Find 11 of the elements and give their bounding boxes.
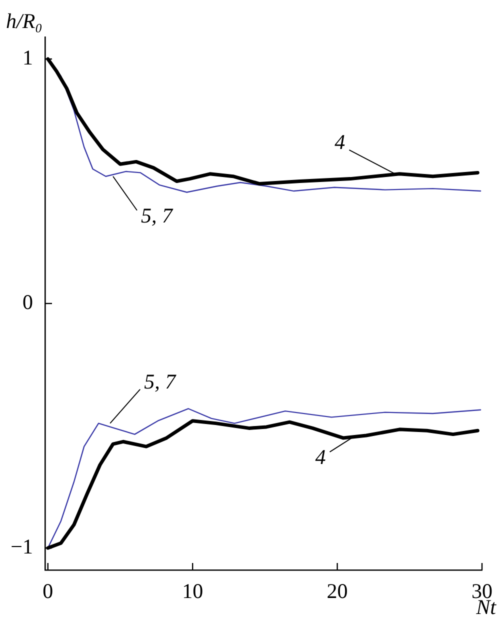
y-tick-label: −1	[10, 534, 33, 559]
x-tick-label: 20	[326, 579, 348, 604]
x-tick-label: 0	[42, 579, 54, 604]
annotation: 4	[315, 444, 326, 469]
y-tick-label: 0	[22, 290, 33, 314]
y-axis-title: h/R₀	[6, 9, 42, 34]
annotation: 5, 7	[144, 369, 178, 394]
annotation: 4	[334, 130, 346, 154]
x-tick-label: 10	[182, 579, 204, 604]
annotation: 5, 7	[141, 203, 174, 228]
y-tick-label: 1	[22, 46, 33, 70]
